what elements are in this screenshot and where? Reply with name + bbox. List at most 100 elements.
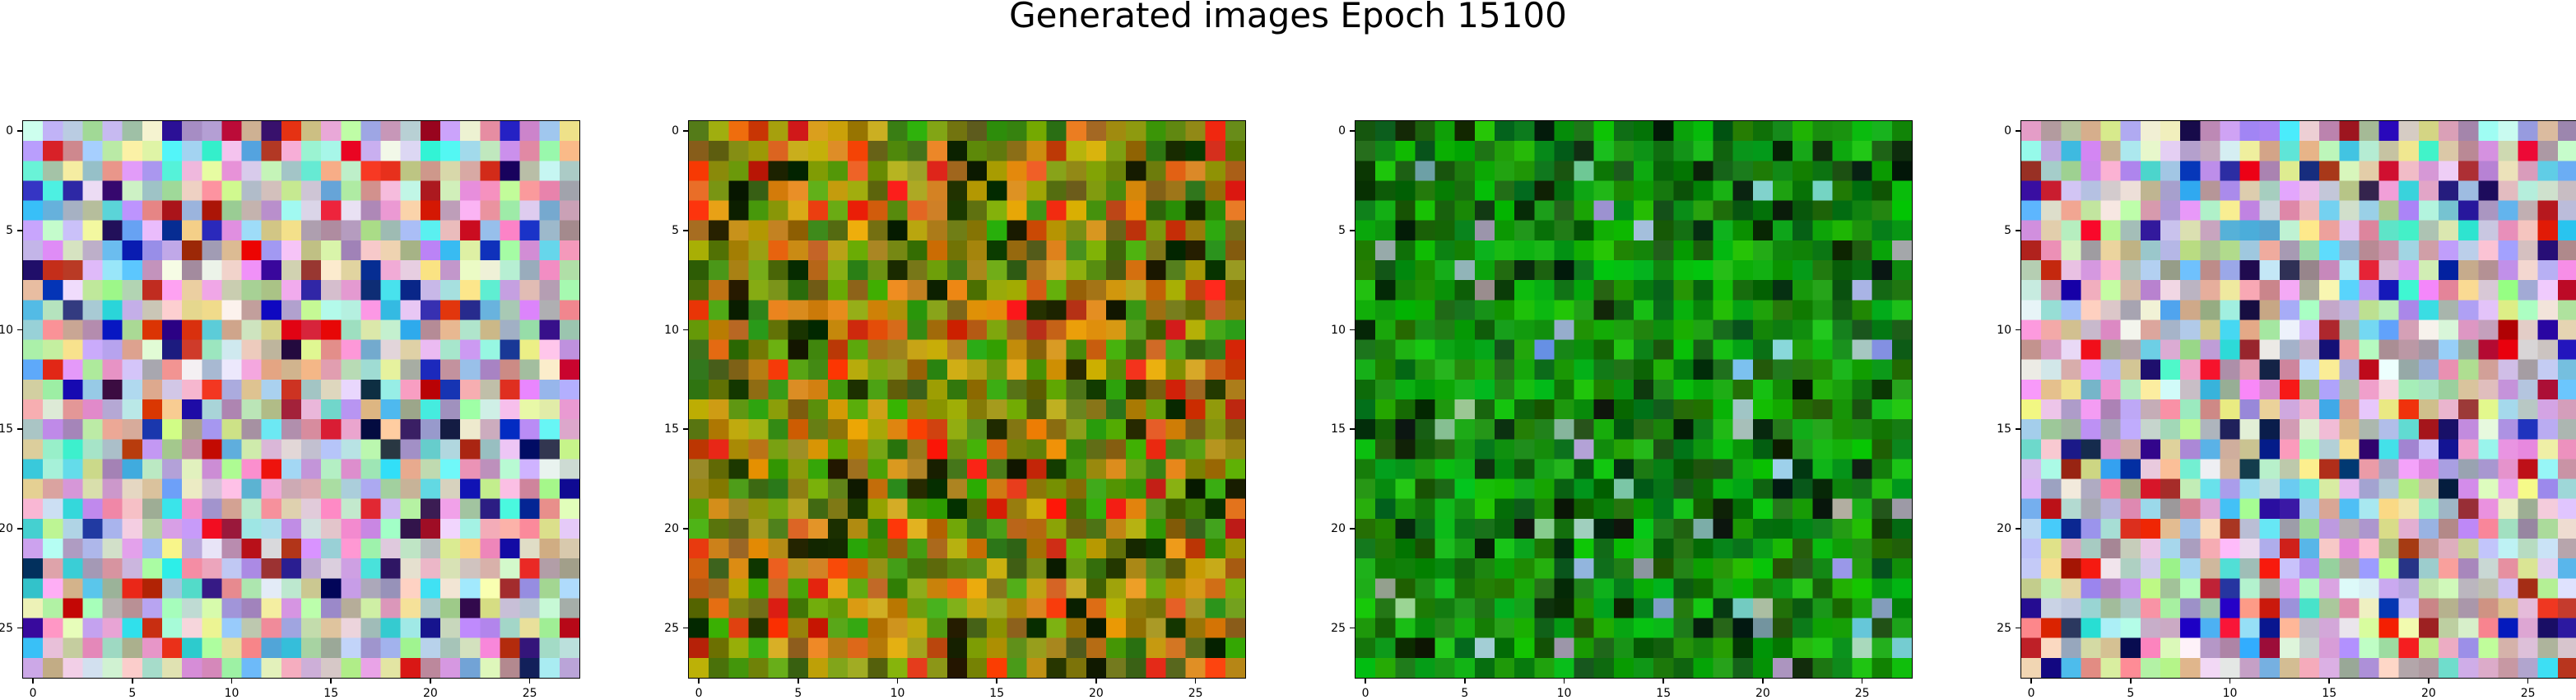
y-tick	[17, 627, 23, 629]
x-tick-label: 25	[522, 687, 537, 700]
y-tick-label: 10	[664, 323, 679, 337]
x-tick-label: 5	[1461, 687, 1469, 700]
y-tick-label: 10	[0, 323, 13, 337]
x-tick	[1563, 678, 1565, 684]
y-tick	[2016, 230, 2021, 231]
y-tick-label: 15	[0, 422, 13, 436]
y-tick	[1350, 528, 1355, 530]
x-tick-label: 20	[2421, 687, 2436, 700]
figure-title: Generated images Epoch 15100	[1009, 0, 1567, 35]
x-tick	[1464, 678, 1466, 684]
x-tick-label: 25	[1854, 687, 1870, 700]
x-tick	[32, 678, 34, 684]
image-2-pixels	[689, 121, 1245, 678]
y-tick-label: 10	[1331, 323, 1346, 337]
generated-image-1: 0 5 10 15 20 25 0 5 10 15 20 25	[0, 120, 580, 699]
x-tick-label: 10	[890, 687, 905, 700]
y-tick-label: 10	[1997, 323, 2011, 337]
y-tick	[17, 528, 23, 530]
y-tick-label: 5	[1338, 223, 1346, 237]
x-tick-label: 15	[1656, 687, 1672, 700]
x-tick-label: 10	[2222, 687, 2238, 700]
x-tick	[1095, 678, 1097, 684]
generated-image-2: 0 5 10 15 20 25 0 5 10 15 20 25	[664, 120, 1246, 699]
x-tick	[2130, 678, 2132, 684]
y-tick-label: 25	[1997, 621, 2011, 635]
x-tick-label: 5	[2127, 687, 2135, 700]
y-tick-label: 0	[672, 124, 679, 138]
x-tick-label: 15	[989, 687, 1005, 700]
x-tick	[2030, 678, 2032, 684]
x-tick-label: 15	[323, 687, 339, 700]
x-tick-label: 20	[423, 687, 438, 700]
y-tick-label: 15	[664, 422, 679, 436]
x-tick-label: 5	[128, 687, 137, 700]
y-tick-label: 5	[2004, 223, 2011, 237]
y-tick-label: 5	[672, 223, 679, 237]
x-tick-label: 0	[2027, 687, 2035, 700]
x-tick	[528, 678, 531, 684]
y-tick-label: 0	[2004, 124, 2011, 138]
y-tick	[1350, 329, 1355, 331]
x-tick-label: 15	[2322, 687, 2337, 700]
y-tick-label: 15	[1997, 422, 2011, 436]
x-tick	[430, 678, 431, 684]
y-tick	[2016, 528, 2021, 530]
y-tick	[1350, 627, 1355, 629]
y-tick-label: 15	[1331, 422, 1346, 436]
x-tick	[1662, 678, 1664, 684]
x-tick-label: 20	[1089, 687, 1104, 700]
generated-image-3: 0 5 10 15 20 25 0 5 10 15 20 25	[1331, 120, 1913, 699]
y-tick-label: 20	[1997, 521, 2011, 535]
y-tick	[1350, 230, 1355, 231]
y-tick-label: 25	[1331, 621, 1346, 635]
x-tick	[1194, 678, 1197, 684]
y-tick	[17, 230, 23, 231]
generated-image-4: 0 5 10 15 20 25 0 5 10 15 20 25	[1997, 120, 2576, 699]
x-tick	[1365, 678, 1366, 684]
y-tick-label: 25	[664, 621, 679, 635]
x-tick	[2527, 678, 2529, 684]
x-tick	[797, 678, 799, 684]
y-tick-label: 20	[664, 521, 679, 535]
y-tick	[17, 428, 23, 430]
y-tick	[1350, 130, 1355, 132]
y-tick	[1350, 428, 1355, 430]
y-tick	[2016, 428, 2021, 430]
x-tick-label: 0	[29, 687, 37, 700]
x-tick	[2428, 678, 2430, 684]
x-tick	[330, 678, 332, 684]
y-tick	[683, 627, 689, 629]
y-tick	[683, 329, 689, 331]
x-tick-label: 10	[224, 687, 239, 700]
x-tick	[698, 678, 700, 684]
y-tick-label: 0	[1338, 124, 1346, 138]
y-tick	[683, 130, 689, 132]
x-tick	[1762, 678, 1764, 684]
y-tick-label: 5	[6, 223, 13, 237]
x-tick	[230, 678, 233, 684]
y-tick	[2016, 627, 2021, 629]
x-tick-label: 25	[2520, 687, 2536, 700]
x-tick-label: 20	[1755, 687, 1770, 700]
x-tick-label: 10	[1556, 687, 1572, 700]
y-tick	[683, 230, 689, 231]
y-tick	[2016, 329, 2021, 331]
y-tick-label: 20	[1331, 521, 1346, 535]
y-tick-label: 25	[0, 621, 13, 635]
x-tick	[996, 678, 997, 684]
x-tick	[896, 678, 899, 684]
x-tick-label: 0	[1361, 687, 1369, 700]
y-tick	[2016, 130, 2021, 132]
y-tick	[17, 329, 23, 331]
x-tick	[132, 678, 133, 684]
y-tick	[17, 130, 23, 132]
y-tick	[683, 528, 689, 530]
x-tick-label: 5	[794, 687, 802, 700]
y-tick-label: 0	[6, 124, 13, 138]
x-tick	[2328, 678, 2330, 684]
image-1-pixels	[23, 121, 579, 678]
y-tick	[683, 428, 689, 430]
x-tick	[2229, 678, 2231, 684]
x-tick-label: 25	[1188, 687, 1203, 700]
